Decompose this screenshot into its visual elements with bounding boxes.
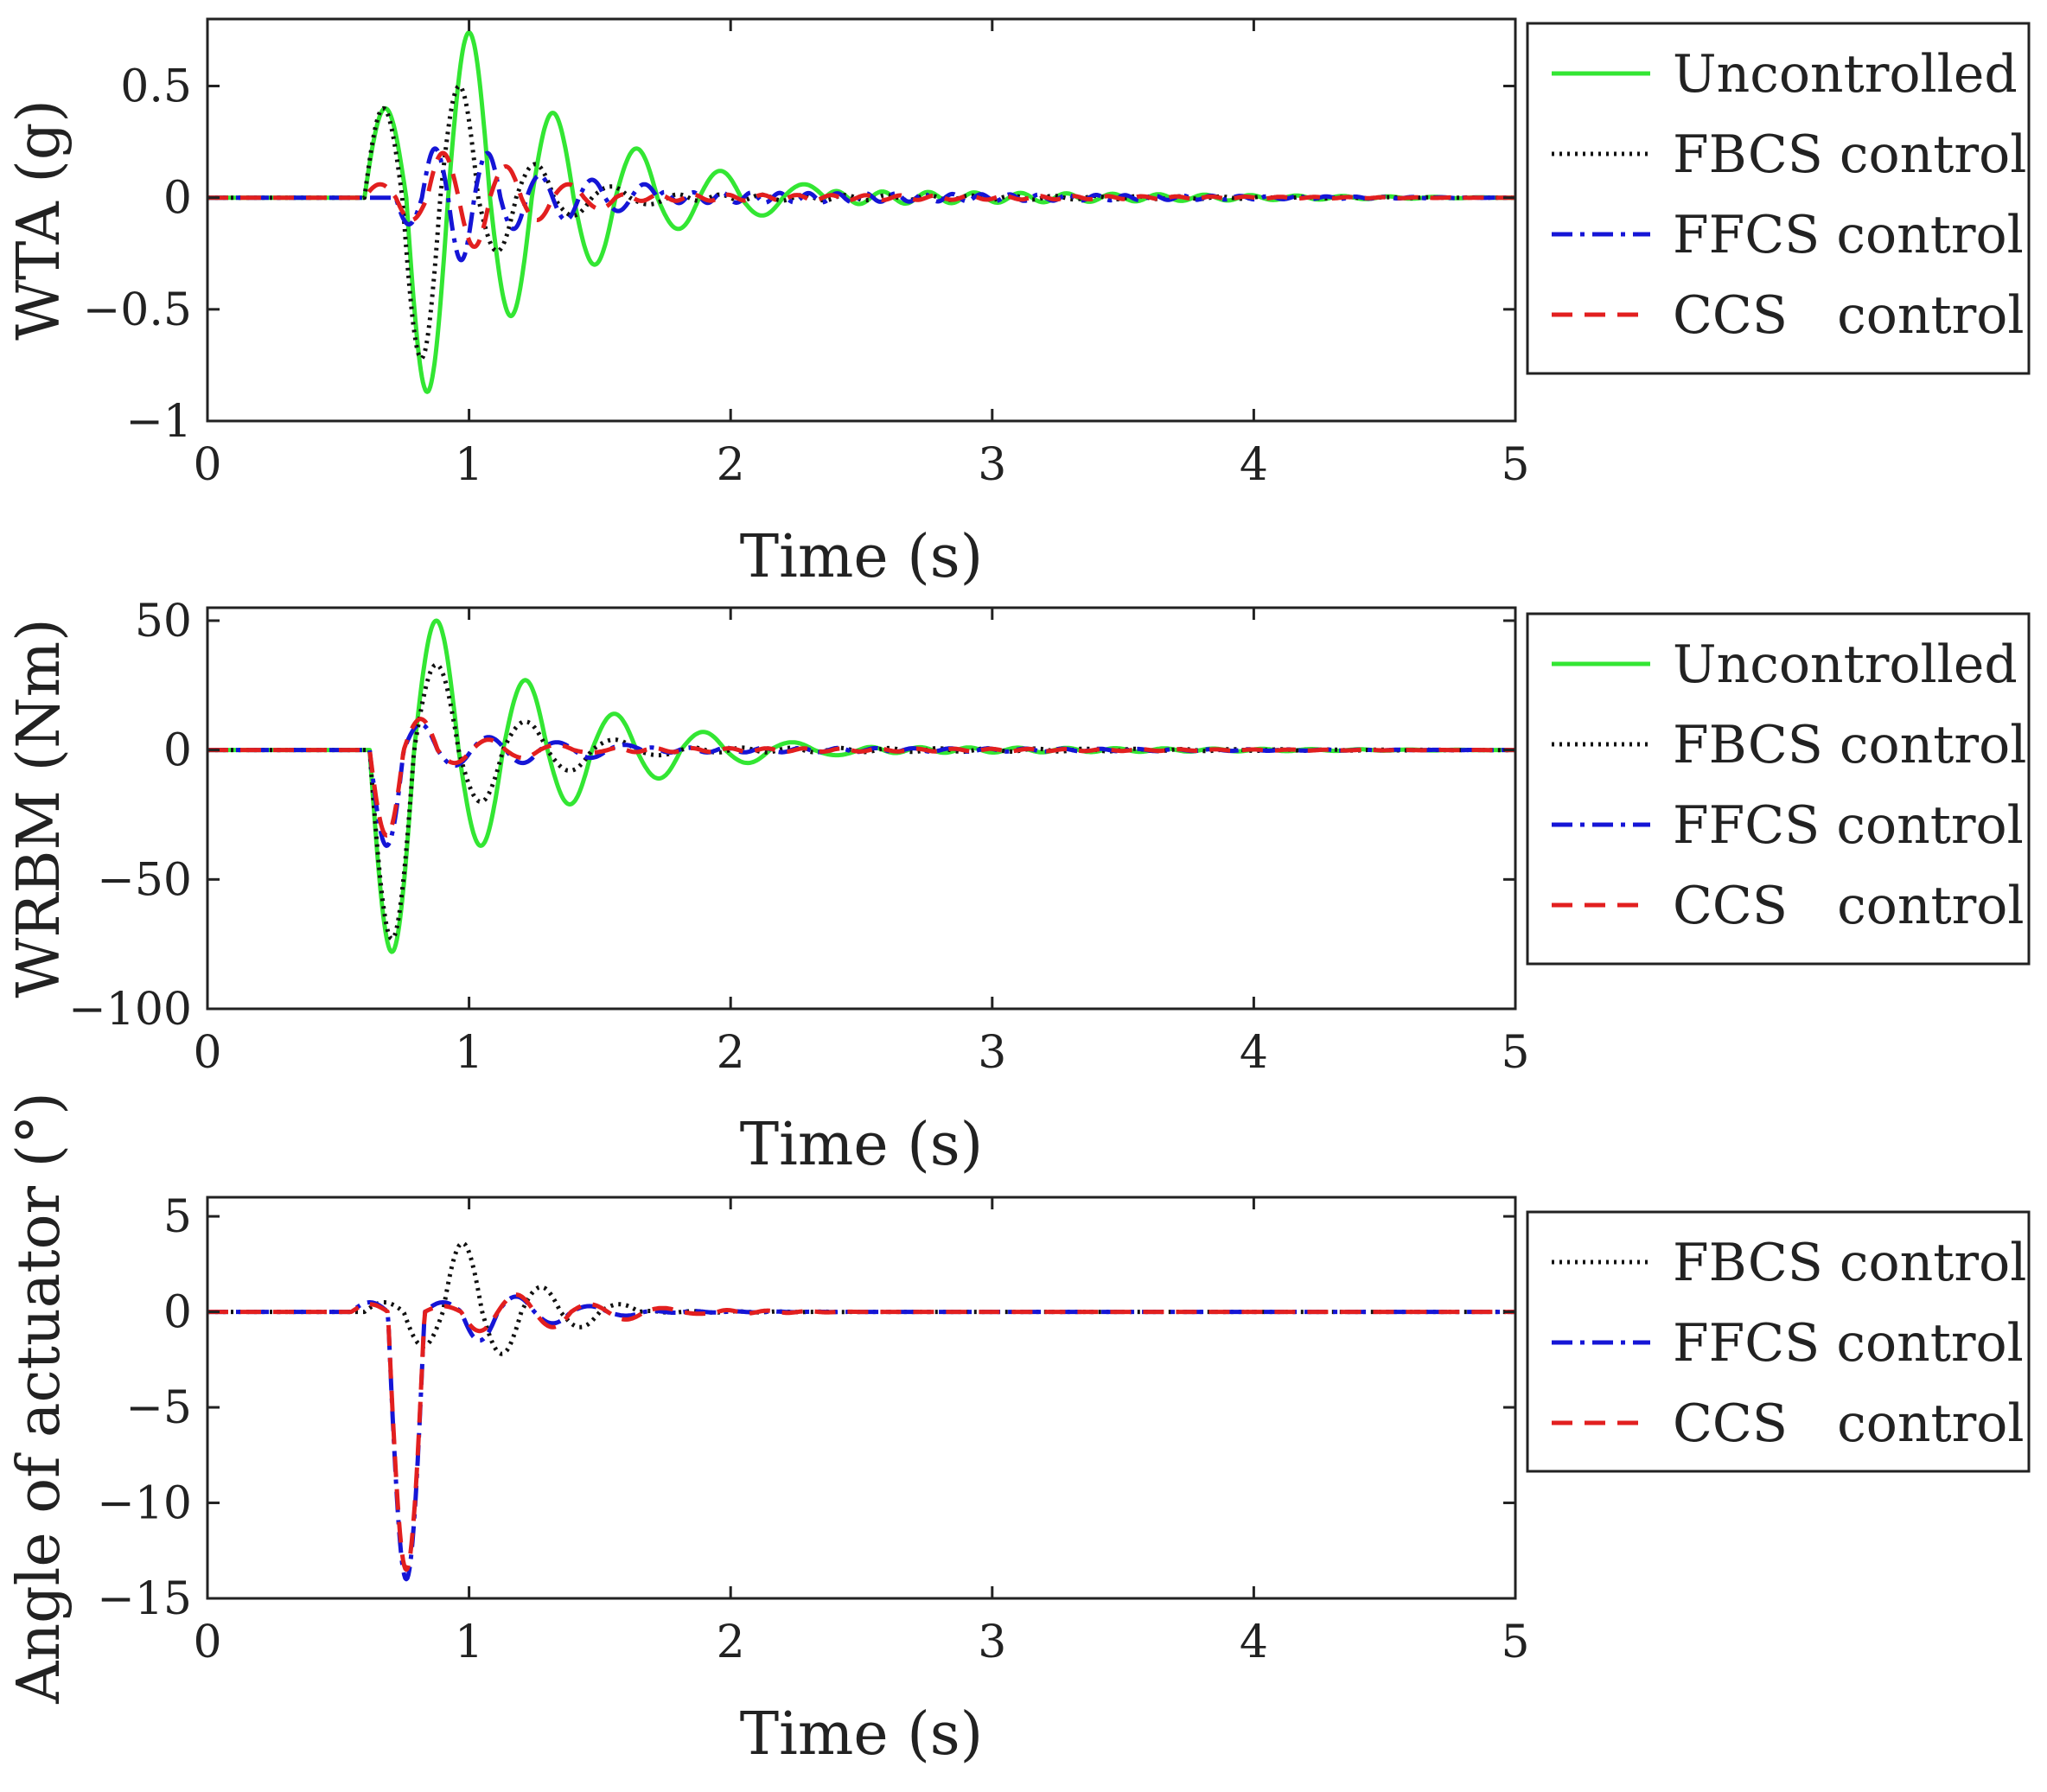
y-tick-label: −0.5 [83,284,192,336]
y-tick-label: 0 [163,1287,192,1339]
series-line-fbcs-control [207,662,1515,941]
legend-label: FFCS control [1673,205,2024,265]
x-axis-title: Time (s) [740,523,983,591]
x-tick-label: 2 [717,439,745,491]
series-group [207,30,1515,394]
legend-label: CCS control [1673,285,2025,346]
series-group [207,1240,1515,1582]
legend-label: FFCS control [1673,1313,2024,1374]
y-tick-label: −10 [97,1478,192,1530]
x-tick-label: 4 [1240,439,1268,491]
legend-label: Uncontrolled [1673,44,2018,105]
legend-label: FBCS control [1673,1233,2026,1293]
y-axis-title: Angle of actuator (°) [5,1092,73,1705]
y-tick-label: 5 [163,1191,192,1243]
plot-frame [206,17,1517,423]
x-tick-label: 2 [717,1027,745,1079]
y-tick-label: 0 [163,725,192,777]
x-tick-label: 5 [1501,1617,1529,1668]
series-line-fbcs-control [207,84,1515,361]
y-tick-label: −1 [125,396,192,448]
wta-panel: 0 1 2 3 4 5 −1 −0.5 0 0.5 Time (s) WTA (g) Uncontrol… [5,17,2031,591]
x-tick-label: 4 [1240,1617,1268,1668]
legend-box [1526,612,2031,966]
x-tick-label: 5 [1501,439,1529,491]
x-axis-title: Time (s) [740,1111,983,1179]
series-line-ccs-control [207,1292,1515,1572]
y-tick-label: −5 [125,1382,192,1434]
series-line-ccs-control [207,150,1515,249]
x-tick-label: 0 [193,439,221,491]
x-tick-label: 3 [978,439,1006,491]
x-tick-label: 4 [1240,1027,1268,1079]
x-tick-label: 1 [455,1617,483,1668]
x-tick-label: 3 [978,1027,1006,1079]
x-tick-label: 3 [978,1617,1006,1668]
series-line-ccs-control [207,717,1515,838]
series-group [207,618,1515,954]
y-axis-title: WRBM (Nm) [5,618,73,998]
y-axis-title: WTA (g) [5,99,73,341]
legend-box [1526,22,2031,375]
x-axis-title: Time (s) [740,1700,983,1769]
series-line-fbcs-control [207,1240,1515,1356]
x-tick-label: 0 [193,1617,221,1668]
x-tick-label: 1 [455,1027,483,1079]
legend-label: CCS control [1673,1393,2025,1454]
x-tick-label: 1 [455,439,483,491]
plot-frame [206,1196,1517,1600]
series-line-ffcs-control [207,1294,1515,1582]
actuator-angle-panel: 0 1 2 3 4 5 −15 −10 −5 0 5 Time (s) Angle of actuato… [5,1092,2031,1769]
legend-label: FFCS control [1673,795,2024,856]
legend-label: FBCS control [1673,715,2026,775]
x-tick-label: 5 [1501,1027,1529,1079]
x-tick-label: 2 [717,1617,745,1668]
y-tick-label: 0.5 [120,61,192,113]
legend-label: CCS control [1673,876,2025,936]
y-tick-label: −15 [97,1573,192,1625]
y-tick-label: −50 [97,854,192,906]
series-line-ffcs-control [207,722,1515,848]
series-line-uncontrolled [207,618,1515,954]
series-line-uncontrolled [207,30,1515,394]
wrbm-panel: 0 1 2 3 4 5 −100 −50 0 50 Time (s) WRBM (Nm) Uncontr… [5,596,2031,1179]
y-tick-label: −100 [68,984,192,1036]
y-tick-label: 50 [135,596,192,647]
x-tick-label: 0 [193,1027,221,1079]
legend-label: FBCS control [1673,124,2026,185]
legend-label: Uncontrolled [1673,635,2018,695]
y-tick-label: 0 [163,173,192,225]
plot-frame [206,606,1517,1011]
